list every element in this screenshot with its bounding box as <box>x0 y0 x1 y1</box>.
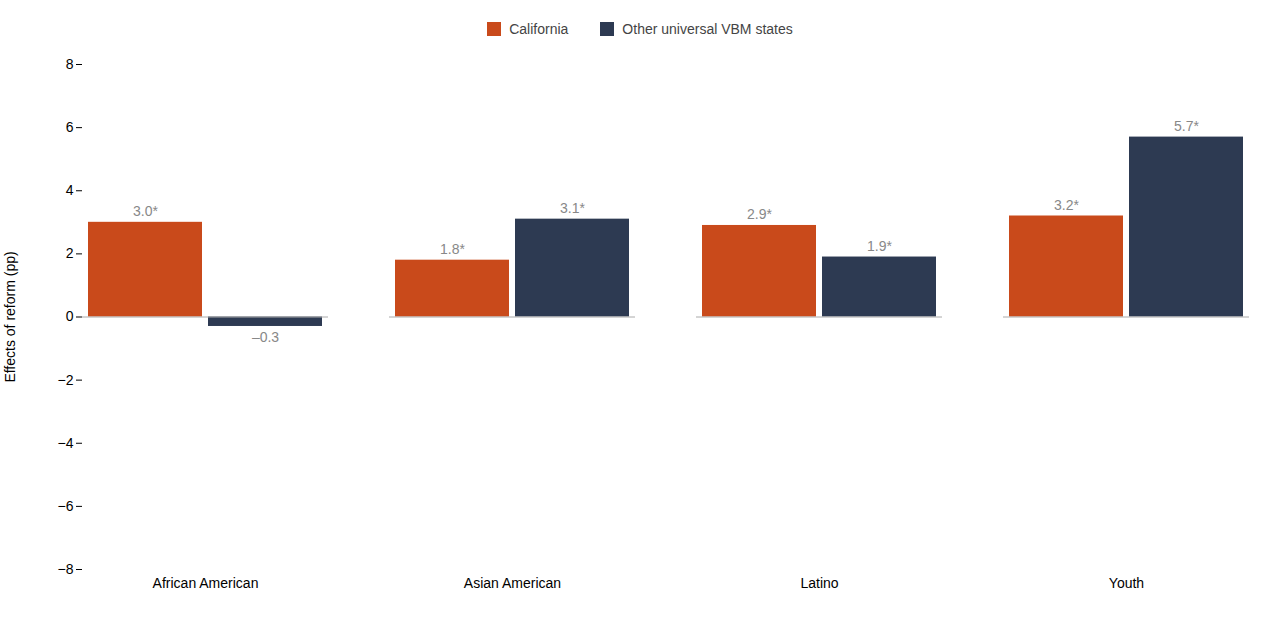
svg-text:Youth: Youth <box>1109 575 1144 591</box>
svg-text:5.7*: 5.7* <box>1174 118 1199 134</box>
svg-text:−6: −6 <box>58 498 74 514</box>
svg-text:2: 2 <box>66 245 74 261</box>
svg-text:−2: −2 <box>58 372 74 388</box>
svg-text:Effects of reform (pp): Effects of reform (pp) <box>2 251 18 382</box>
svg-text:1.8*: 1.8* <box>440 241 465 257</box>
svg-text:Latino: Latino <box>800 575 838 591</box>
svg-text:1.9*: 1.9* <box>867 238 892 254</box>
svg-text:6: 6 <box>66 119 74 135</box>
svg-text:0: 0 <box>66 308 74 324</box>
svg-text:–0.3: –0.3 <box>252 329 279 345</box>
svg-text:4: 4 <box>66 182 74 198</box>
svg-text:2.9*: 2.9* <box>747 206 772 222</box>
svg-text:African American: African American <box>153 575 259 591</box>
html-text:California: California <box>509 21 569 37</box>
svg-text:−8: −8 <box>58 561 74 577</box>
svg-text:Asian American: Asian American <box>464 575 561 591</box>
svg-text:3.1*: 3.1* <box>560 200 585 216</box>
svg-text:3.2*: 3.2* <box>1054 197 1079 213</box>
svg-text:3.0*: 3.0* <box>133 203 158 219</box>
svg-text:−4: −4 <box>58 435 74 451</box>
svg-text:8: 8 <box>66 56 74 72</box>
html-text:Other universal VBM states: Other universal VBM states <box>622 21 793 37</box>
